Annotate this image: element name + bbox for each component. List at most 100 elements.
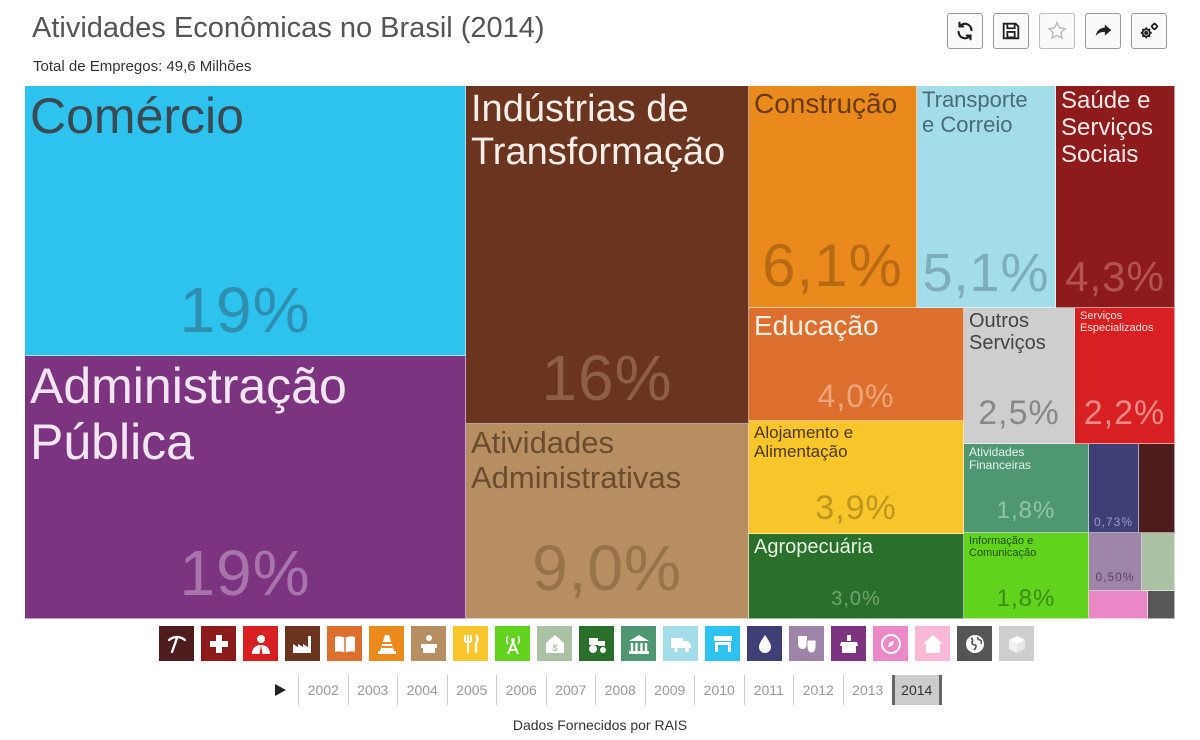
sector-filter-button[interactable]: [747, 626, 782, 661]
share-icon: [1095, 24, 1112, 37]
year-2007[interactable]: 2007: [545, 675, 596, 705]
treemap-tile-value: 16%: [541, 342, 673, 414]
play-icon: [275, 684, 286, 696]
treemap-tile-value: 3,9%: [815, 489, 897, 527]
treemap-tile-label: Transporte e Correio: [922, 87, 1028, 137]
sector-filter-button[interactable]: [579, 626, 614, 661]
year-2013[interactable]: 2013: [842, 675, 893, 705]
treemap-tile-label: Serviços Especializados: [1080, 310, 1154, 335]
year-2006[interactable]: 2006: [496, 675, 546, 705]
professional-person-icon: [251, 634, 270, 654]
treemap-tile-label: Educação: [754, 310, 879, 341]
treemap-tile[interactable]: Serviços Especializados 2,2%: [1075, 308, 1175, 444]
store-icon: [713, 635, 732, 652]
treemap-tile[interactable]: Educação 4,0%: [749, 308, 964, 421]
favorite-button[interactable]: [1039, 13, 1075, 49]
year-2010[interactable]: 2010: [694, 675, 744, 705]
treemap-tile[interactable]: Outros Serviços 2,5%: [964, 308, 1075, 444]
treemap-tile-value: 4,0%: [817, 378, 895, 414]
treemap-tile-value: 2,5%: [978, 394, 1060, 432]
play-button[interactable]: [262, 675, 298, 705]
treemap-tile-label: Atividades Financeiras: [969, 445, 1032, 473]
treemap-tile[interactable]: [1089, 591, 1148, 619]
year-2002[interactable]: 2002: [298, 675, 348, 705]
sector-filter-button[interactable]: [201, 626, 236, 661]
year-2014[interactable]: 2014: [892, 675, 942, 705]
refresh-button[interactable]: [947, 13, 983, 49]
sector-filter-button[interactable]: [663, 626, 698, 661]
treemap-tile-value: 3,0%: [831, 588, 881, 610]
treemap-tile[interactable]: Saúde e Serviços Sociais 4,3%: [1056, 86, 1175, 308]
treemap-tile[interactable]: Atividades Financeiras 1,8%: [964, 444, 1089, 533]
year-timeline: 2002 2003 2004 2005 2006 2007 2008 2009 2010 2011…: [262, 675, 942, 705]
treemap-tile[interactable]: Construção 6,1%: [749, 86, 917, 308]
theater-masks-icon: [797, 635, 816, 654]
treemap-tile[interactable]: Alojamento e Alimentação 3,9%: [749, 421, 964, 534]
treemap-tile[interactable]: 0,73%: [1089, 444, 1139, 533]
tractor-icon: [588, 637, 606, 653]
treemap-tile-label: Saúde e Serviços Sociais: [1061, 87, 1154, 168]
sector-filter-button[interactable]: [411, 626, 446, 661]
treemap-tile-label: Alojamento e Alimentação: [754, 423, 854, 462]
share-button[interactable]: [1085, 13, 1121, 49]
year-2012[interactable]: 2012: [793, 675, 843, 705]
page-subtitle: Total de Empregos: 49,6 Milhões: [33, 58, 252, 75]
treemap-tile[interactable]: Transporte e Correio 5,1%: [917, 86, 1056, 308]
sector-filter-button[interactable]: [999, 626, 1034, 661]
sector-filter-button[interactable]: [789, 626, 824, 661]
treemap-tile-value: 5,1%: [922, 243, 1050, 303]
sector-filter-button[interactable]: [915, 626, 950, 661]
administration-desk-icon: [420, 634, 437, 653]
health-cross-icon: [209, 634, 228, 653]
sector-filter-button[interactable]: [327, 626, 362, 661]
money-house-icon: $: [545, 634, 564, 653]
treemap-tile[interactable]: [1139, 444, 1175, 533]
sector-filter-button[interactable]: $: [537, 626, 572, 661]
treemap-tile-value: 9,0%: [532, 532, 682, 604]
treemap-tile-value: 1,8%: [996, 585, 1056, 612]
star-icon: [1047, 21, 1067, 40]
treemap-tile-value: 1,8%: [996, 497, 1056, 524]
sector-filter-button[interactable]: [369, 626, 404, 661]
sector-icon-bar: $: [159, 626, 1034, 661]
treemap-tile-value: 2,2%: [1083, 394, 1166, 432]
treemap-tile-label: Indústrias de Transformação: [471, 88, 726, 173]
globe-icon: [965, 634, 984, 653]
treemap-tile-label: Outros Serviços: [969, 310, 1046, 355]
boxes-icon: [1008, 635, 1025, 653]
treemap-tile[interactable]: Comércio 19%: [25, 86, 466, 356]
sector-filter-button[interactable]: [243, 626, 278, 661]
fork-knife-icon: [463, 633, 479, 653]
year-2005[interactable]: 2005: [446, 675, 497, 705]
sector-filter-button[interactable]: [495, 626, 530, 661]
save-button[interactable]: [993, 13, 1029, 49]
year-2011[interactable]: 2011: [743, 675, 794, 705]
sector-filter-button[interactable]: [621, 626, 656, 661]
treemap-tile[interactable]: Agropecuária 3,0%: [749, 534, 964, 619]
settings-button[interactable]: [1131, 13, 1167, 49]
pickaxe-icon: [167, 635, 186, 653]
refresh-icon: [957, 21, 973, 41]
treemap-tile[interactable]: Indústrias de Transformação 16%: [466, 86, 749, 424]
treemap-tile[interactable]: Informação e Comunicação 1,8%: [964, 533, 1089, 619]
treemap-tile[interactable]: 0,50%: [1089, 533, 1142, 591]
sector-filter-button[interactable]: [285, 626, 320, 661]
year-2003[interactable]: 2003: [347, 675, 398, 705]
truck-icon: [670, 637, 691, 652]
year-2004[interactable]: 2004: [397, 675, 447, 705]
sector-filter-button[interactable]: [831, 626, 866, 661]
treemap-tile[interactable]: [1148, 591, 1175, 619]
compass-icon: [880, 633, 901, 654]
treemap-tile[interactable]: Atividades Administrativas 9,0%: [466, 424, 749, 619]
sector-filter-button[interactable]: [453, 626, 488, 661]
sector-filter-button[interactable]: [957, 626, 992, 661]
public-admin-icon: [839, 634, 858, 653]
sector-filter-button[interactable]: [873, 626, 908, 661]
treemap-tile[interactable]: Administração Pública 19%: [25, 356, 466, 619]
year-2009[interactable]: 2009: [644, 675, 695, 705]
sector-filter-button[interactable]: [705, 626, 740, 661]
treemap-tile[interactable]: [1142, 533, 1175, 591]
sector-filter-button[interactable]: [159, 626, 194, 661]
year-2008[interactable]: 2008: [595, 675, 645, 705]
settings-icon: [1140, 22, 1159, 39]
